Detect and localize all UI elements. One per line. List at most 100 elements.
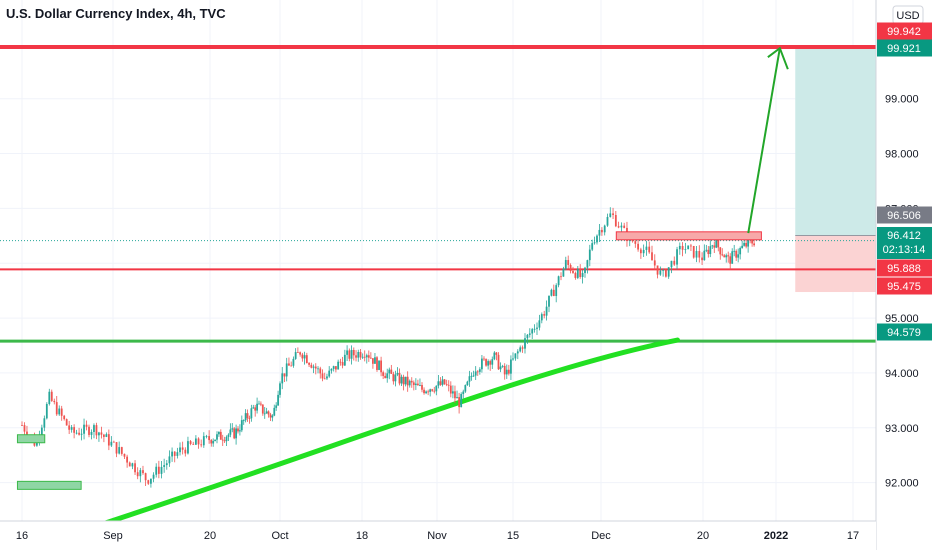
countdown-label: 02:13:14	[883, 244, 926, 256]
candle-body	[550, 289, 553, 296]
candle-body	[464, 385, 467, 392]
candle-body	[695, 251, 698, 258]
candle-body	[350, 349, 353, 359]
candle-body	[103, 434, 105, 437]
candle-body	[648, 246, 651, 253]
price-label: 96.412	[887, 230, 921, 242]
candle-body	[564, 260, 567, 269]
candle-body	[483, 358, 485, 360]
candle-body	[184, 449, 187, 454]
candle-body	[533, 328, 536, 330]
candle-body	[408, 380, 411, 386]
price-labels: 99.942 99.921 96.506 96.412 02:13:14 95.888 95…	[877, 22, 932, 341]
price-tick-label: 99.000	[885, 94, 919, 106]
candle-body	[662, 269, 665, 271]
candle-body	[421, 385, 423, 390]
candle-body	[218, 431, 220, 435]
candle-body	[126, 456, 129, 463]
candle-body	[277, 394, 279, 406]
candle-body	[414, 383, 417, 386]
candle-body	[240, 420, 243, 431]
candle-body	[378, 360, 380, 370]
candle-body	[510, 359, 512, 374]
candle-body	[417, 383, 419, 386]
candle-body	[23, 425, 26, 432]
candle-body	[233, 428, 236, 439]
candle-body	[526, 334, 529, 339]
candle-body	[363, 356, 366, 358]
candle-body	[584, 267, 586, 274]
candle-body	[560, 276, 562, 278]
candle-body	[168, 456, 171, 464]
candle-body	[235, 428, 237, 439]
candle-body	[593, 242, 596, 244]
price-label: 94.579	[887, 327, 921, 339]
candle-body	[731, 251, 734, 264]
candle-body	[65, 419, 68, 426]
candle-body	[265, 411, 268, 414]
time-axis[interactable]: 16 Sep 20 Oct 18 Nov 15 Dec 20 2022 17	[0, 520, 876, 550]
candle-body	[160, 466, 163, 474]
candle-body	[727, 255, 730, 257]
candle-body	[292, 358, 295, 366]
candle-body	[687, 245, 690, 250]
time-axis-bg	[0, 521, 876, 550]
candle-body	[210, 440, 213, 444]
candle-body	[165, 463, 168, 466]
candle-body	[68, 425, 71, 430]
candle-body	[543, 314, 546, 316]
candle-body	[50, 391, 53, 401]
candle-body	[741, 245, 744, 249]
candle-body	[497, 354, 500, 370]
candle-body	[144, 473, 147, 481]
price-label: 99.942	[887, 26, 921, 38]
candle-body	[531, 329, 534, 334]
currency-label[interactable]: USD	[896, 10, 919, 22]
candle-body	[305, 355, 308, 364]
candle-body	[48, 391, 51, 405]
candle-body	[216, 434, 218, 440]
candle-body	[187, 441, 189, 454]
candle-body	[400, 376, 403, 384]
price-label-bg	[877, 227, 932, 259]
candle-body	[219, 431, 222, 440]
candle-body	[596, 235, 598, 243]
candle-body	[656, 265, 659, 275]
candle-body	[55, 402, 58, 415]
candle-body	[339, 361, 342, 363]
candle-body	[330, 368, 333, 371]
candle-body	[653, 260, 656, 266]
candle-body	[711, 245, 714, 247]
candle-body	[545, 306, 548, 316]
candle-body	[606, 216, 609, 226]
candle-body	[454, 391, 456, 399]
candle-body	[263, 413, 266, 415]
candle-body	[269, 414, 272, 418]
candle-body	[98, 432, 100, 436]
candle-body	[721, 254, 724, 256]
candle-body	[40, 427, 43, 437]
candle-body	[447, 384, 450, 386]
candle-body	[567, 260, 570, 265]
candle-body	[548, 295, 550, 307]
trend-curve	[92, 337, 680, 529]
candle-body	[651, 252, 653, 261]
candle-body	[501, 365, 504, 367]
candle-body	[70, 427, 73, 430]
candle-body	[176, 452, 179, 456]
price-tick-label: 98.000	[885, 149, 919, 161]
candle-body	[299, 352, 302, 355]
candle-body	[237, 428, 239, 432]
candle-body	[719, 247, 722, 255]
candle-body	[384, 375, 387, 379]
candle-body	[319, 368, 322, 374]
candle-body	[707, 249, 710, 255]
candle-body	[374, 357, 376, 364]
candle-body	[717, 239, 720, 248]
candle-body	[429, 389, 432, 392]
candle-body	[290, 365, 293, 367]
arrow-head	[767, 46, 789, 70]
candle-body	[588, 249, 591, 261]
